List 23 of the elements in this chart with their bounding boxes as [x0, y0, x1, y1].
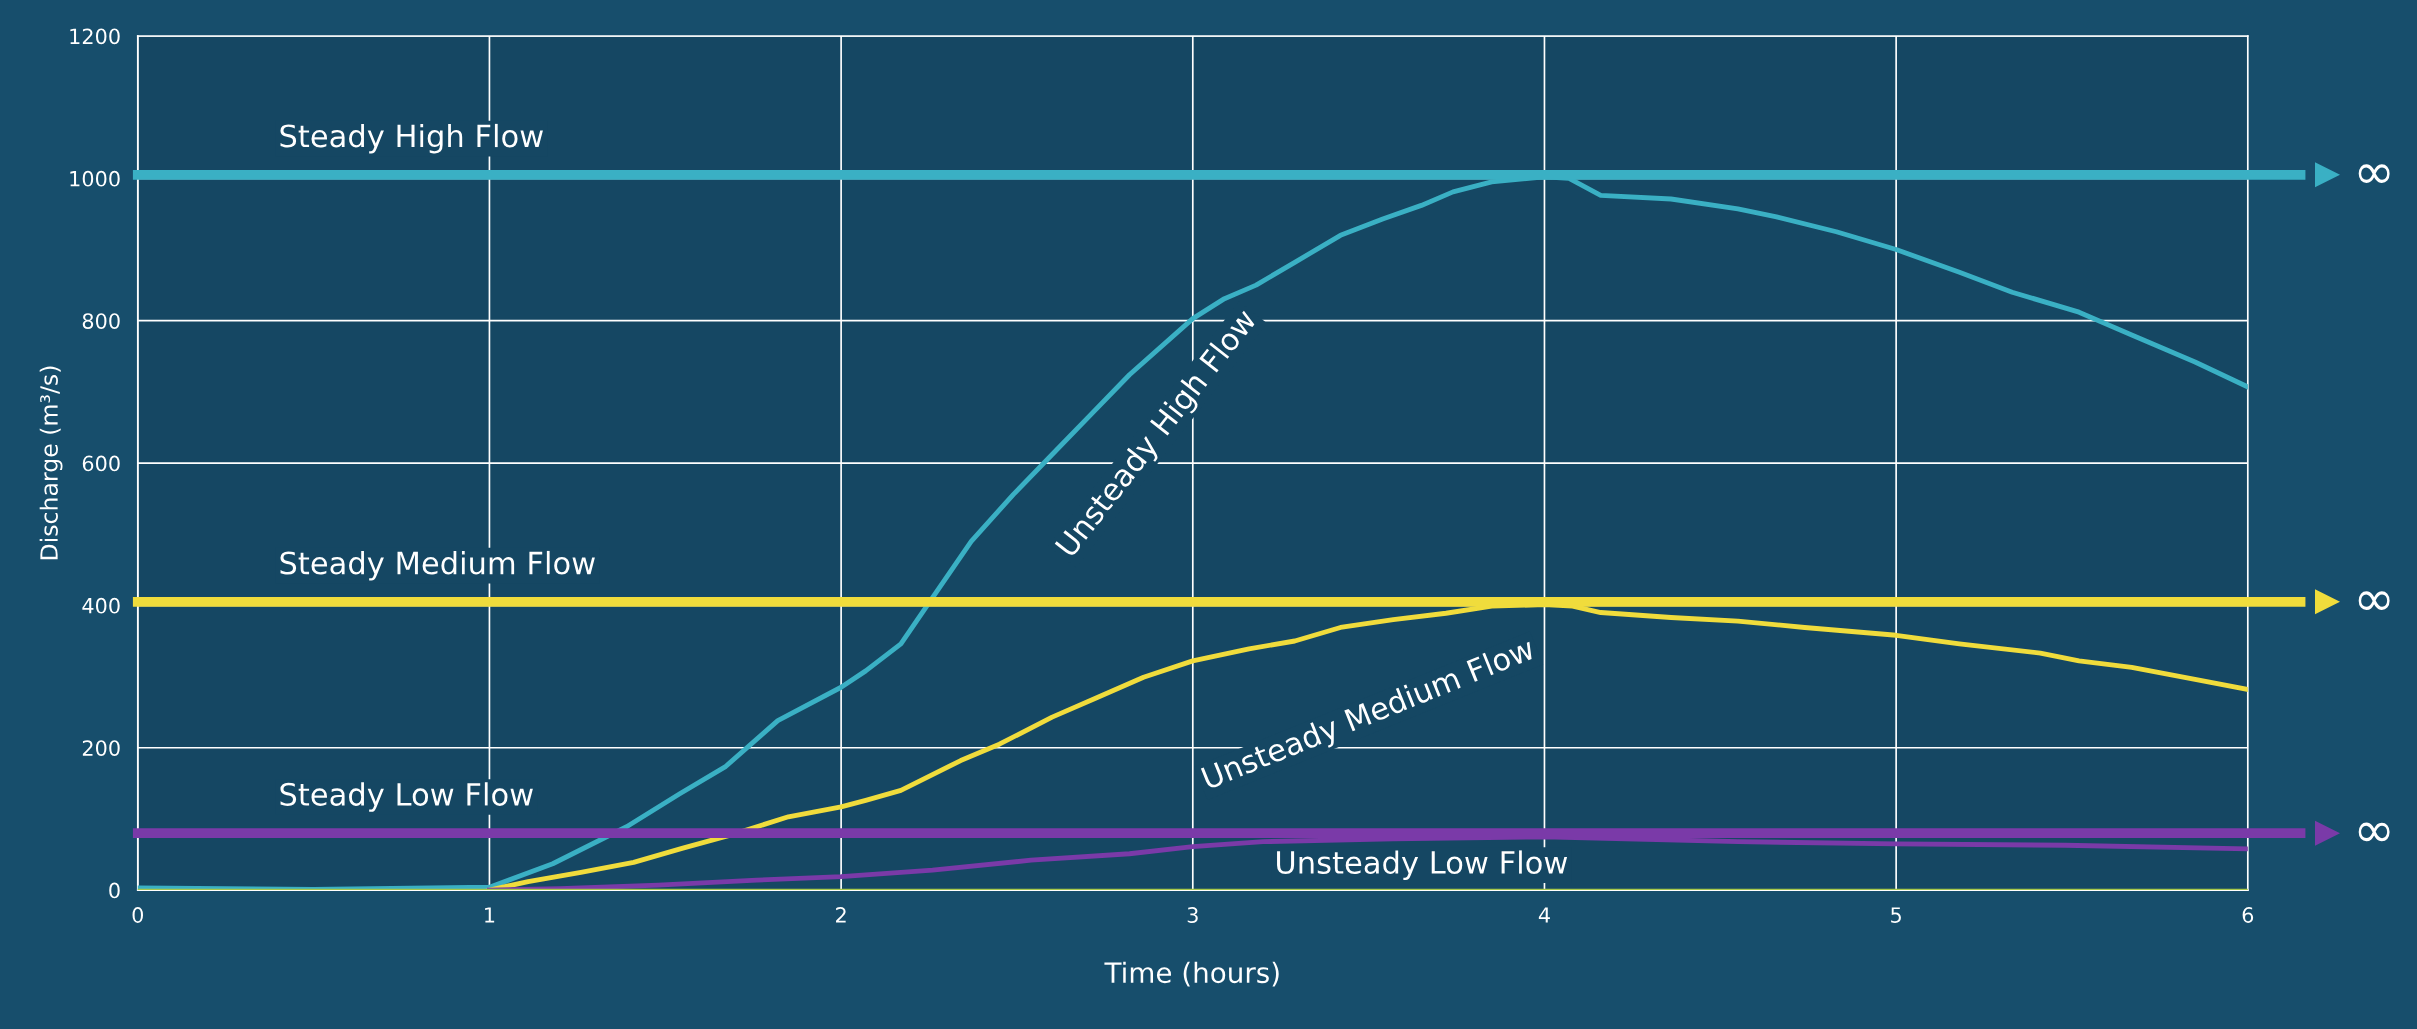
series-label: Unsteady Low Flow	[1277, 850, 1568, 880]
y-tick-label: 0	[109, 882, 120, 899]
y-axis-title: Discharge (m³/s)	[39, 366, 63, 560]
x-tick-label: 0	[132, 907, 144, 923]
text: ∞	[2358, 591, 2390, 611]
x-tick-label: 4	[1538, 907, 1550, 923]
x-tick-label: 2	[836, 907, 846, 923]
y-tick-label: 400	[82, 597, 120, 614]
x-tick-label: 5	[1891, 907, 1901, 923]
ref-line-label: Steady Medium Flow	[280, 550, 595, 581]
ref-line-label: Steady Low Flow	[280, 782, 533, 812]
x-tick-label: 6	[2242, 907, 2254, 923]
text: ∞	[2358, 164, 2390, 183]
x-tick-label: 3	[1187, 907, 1198, 923]
y-tick-label: 1000	[70, 170, 120, 187]
x-axis-title: Time (hours)	[1104, 961, 1279, 987]
ref-line-label: Steady High Flow	[280, 123, 543, 154]
y-tick-label: 200	[82, 740, 120, 756]
text: ∞	[2358, 822, 2390, 842]
y-tick-label: 600	[82, 455, 120, 472]
y-tick-label: 800	[82, 313, 120, 329]
x-tick-label: 1	[485, 907, 495, 923]
y-tick-label: 1200	[70, 28, 120, 45]
